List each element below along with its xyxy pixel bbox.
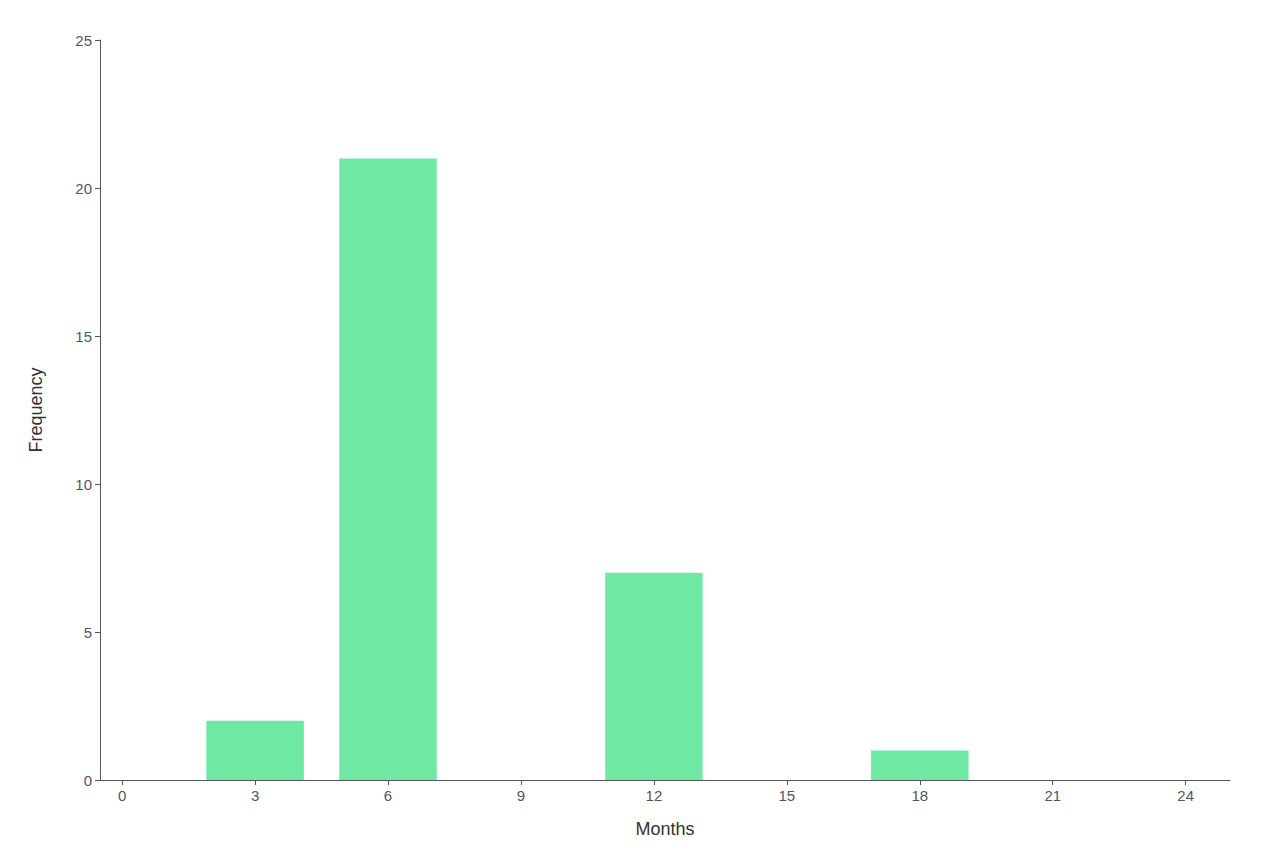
svg-text:25: 25 [75,32,92,49]
svg-text:Months: Months [635,819,694,839]
svg-text:0: 0 [118,787,126,804]
svg-text:20: 20 [75,180,92,197]
svg-text:5: 5 [84,624,92,641]
svg-text:6: 6 [384,787,392,804]
svg-text:9: 9 [517,787,525,804]
svg-text:18: 18 [911,787,928,804]
svg-text:Frequency: Frequency [26,367,46,452]
svg-text:21: 21 [1044,787,1061,804]
svg-text:10: 10 [75,476,92,493]
svg-text:15: 15 [75,328,92,345]
svg-text:0: 0 [84,772,92,789]
svg-text:12: 12 [646,787,663,804]
svg-text:3: 3 [251,787,259,804]
svg-text:24: 24 [1177,787,1194,804]
svg-text:15: 15 [779,787,796,804]
